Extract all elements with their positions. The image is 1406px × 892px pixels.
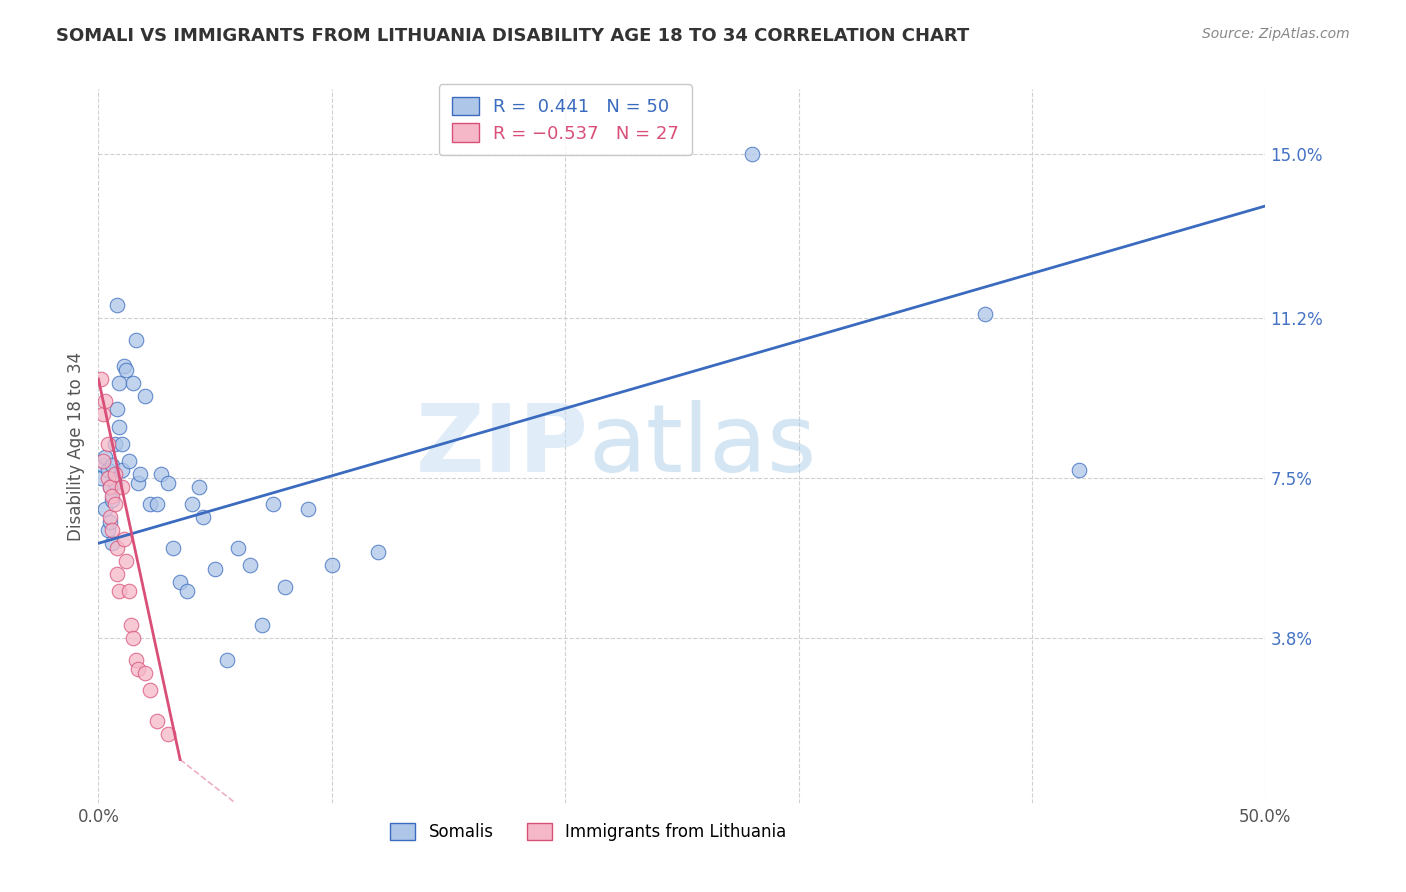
Y-axis label: Disability Age 18 to 34: Disability Age 18 to 34 bbox=[66, 351, 84, 541]
Point bbox=[157, 726, 180, 740]
Point bbox=[162, 541, 184, 555]
Point bbox=[262, 497, 284, 511]
Point bbox=[118, 583, 141, 598]
Point bbox=[104, 497, 127, 511]
Point bbox=[187, 480, 209, 494]
Point bbox=[367, 545, 389, 559]
Point bbox=[104, 437, 127, 451]
Point bbox=[122, 376, 145, 391]
Text: SOMALI VS IMMIGRANTS FROM LITHUANIA DISABILITY AGE 18 TO 34 CORRELATION CHART: SOMALI VS IMMIGRANTS FROM LITHUANIA DISA… bbox=[56, 27, 970, 45]
Point bbox=[112, 359, 135, 373]
Point bbox=[150, 467, 173, 482]
Point bbox=[115, 553, 138, 567]
Point bbox=[139, 497, 162, 511]
Point bbox=[90, 372, 112, 386]
Point bbox=[120, 618, 142, 632]
Point bbox=[105, 541, 128, 555]
Point bbox=[215, 653, 238, 667]
Point bbox=[111, 437, 134, 451]
Point bbox=[127, 475, 149, 490]
Point bbox=[101, 458, 124, 473]
Point bbox=[146, 714, 169, 728]
Point bbox=[122, 632, 145, 646]
Point bbox=[118, 454, 141, 468]
Point bbox=[111, 480, 134, 494]
Point bbox=[101, 489, 124, 503]
Point bbox=[98, 480, 121, 494]
Point bbox=[91, 407, 114, 421]
Text: ZIP: ZIP bbox=[416, 400, 589, 492]
Point bbox=[134, 666, 156, 681]
Point bbox=[108, 583, 131, 598]
Point bbox=[115, 363, 138, 377]
Point bbox=[250, 618, 273, 632]
Point bbox=[146, 497, 169, 511]
Point bbox=[193, 510, 215, 524]
Point bbox=[108, 419, 131, 434]
Point bbox=[204, 562, 226, 576]
Point bbox=[321, 558, 343, 572]
Point bbox=[108, 376, 131, 391]
Point bbox=[105, 566, 128, 581]
Point bbox=[111, 463, 134, 477]
Point bbox=[101, 524, 124, 538]
Point bbox=[139, 683, 162, 698]
Point bbox=[169, 575, 191, 590]
Point bbox=[101, 493, 124, 508]
Text: atlas: atlas bbox=[589, 400, 817, 492]
Point bbox=[94, 393, 117, 408]
Point bbox=[97, 524, 120, 538]
Point bbox=[98, 510, 121, 524]
Point bbox=[129, 467, 152, 482]
Point bbox=[176, 583, 198, 598]
Point bbox=[274, 580, 297, 594]
Point bbox=[741, 147, 763, 161]
Point bbox=[104, 475, 127, 490]
Point bbox=[125, 653, 148, 667]
Point bbox=[101, 536, 124, 550]
Point bbox=[134, 389, 156, 403]
Point bbox=[112, 532, 135, 546]
Point bbox=[105, 298, 128, 312]
Point bbox=[239, 558, 262, 572]
Point bbox=[94, 501, 117, 516]
Point bbox=[974, 307, 997, 321]
Point bbox=[97, 463, 120, 477]
Point bbox=[91, 454, 114, 468]
Point bbox=[125, 333, 148, 347]
Legend: Somalis, Immigrants from Lithuania: Somalis, Immigrants from Lithuania bbox=[384, 816, 793, 848]
Point bbox=[97, 471, 120, 485]
Point bbox=[104, 467, 127, 482]
Point bbox=[98, 480, 121, 494]
Point bbox=[97, 437, 120, 451]
Point bbox=[105, 402, 128, 417]
Point bbox=[91, 458, 114, 473]
Point bbox=[297, 501, 319, 516]
Text: Source: ZipAtlas.com: Source: ZipAtlas.com bbox=[1202, 27, 1350, 41]
Point bbox=[228, 541, 250, 555]
Point bbox=[94, 450, 117, 464]
Point bbox=[180, 497, 202, 511]
Point bbox=[1067, 463, 1090, 477]
Point bbox=[98, 515, 121, 529]
Point bbox=[90, 471, 112, 485]
Point bbox=[127, 662, 149, 676]
Point bbox=[157, 475, 180, 490]
